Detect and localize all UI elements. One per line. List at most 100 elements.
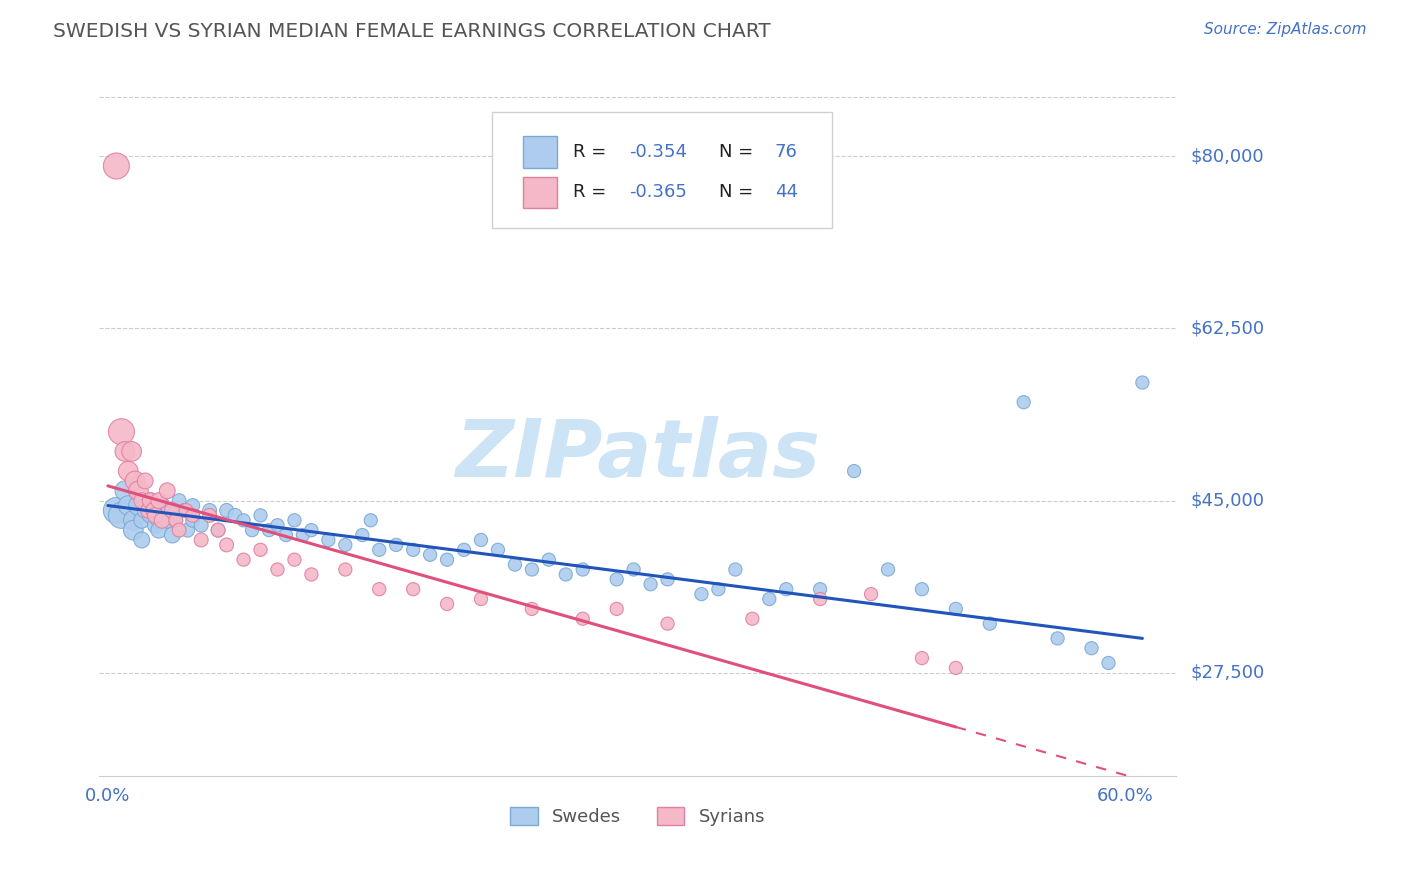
Point [139, 493, 162, 508]
Point [707, 582, 730, 597]
Point [124, 474, 146, 488]
Point [299, 567, 322, 582]
Point [554, 567, 576, 582]
Text: -0.354: -0.354 [630, 143, 688, 161]
Point [368, 582, 391, 597]
Point [291, 528, 314, 542]
Point [436, 552, 458, 566]
Point [266, 518, 288, 533]
Point [165, 513, 187, 527]
Point [640, 577, 662, 591]
Point [162, 503, 184, 517]
Point [215, 538, 238, 552]
Text: $45,000: $45,000 [1191, 491, 1264, 509]
Text: $62,500: $62,500 [1191, 319, 1264, 337]
Point [232, 552, 254, 566]
Text: SWEDISH VS SYRIAN MEDIAN FEMALE EARNINGS CORRELATION CHART: SWEDISH VS SYRIAN MEDIAN FEMALE EARNINGS… [53, 22, 770, 41]
Point [911, 582, 934, 597]
Point [249, 508, 271, 523]
Point [402, 542, 425, 557]
Point [486, 542, 509, 557]
Point [190, 533, 212, 547]
Point [114, 483, 136, 498]
Point [139, 493, 162, 508]
Point [1046, 632, 1069, 646]
Point [165, 503, 187, 517]
Point [105, 159, 128, 173]
Point [181, 513, 204, 527]
Point [657, 616, 679, 631]
Point [520, 602, 543, 616]
Point [145, 508, 167, 523]
Point [117, 464, 139, 478]
Point [232, 513, 254, 527]
Point [979, 616, 1001, 631]
Point [148, 493, 170, 508]
Point [606, 602, 628, 616]
Point [741, 612, 763, 626]
Point [190, 518, 212, 533]
Text: 76: 76 [775, 143, 797, 161]
Point [758, 592, 780, 607]
Text: $80,000: $80,000 [1191, 147, 1264, 165]
Point [453, 542, 475, 557]
Point [945, 602, 967, 616]
Point [207, 523, 229, 537]
Point [1080, 641, 1102, 656]
FancyBboxPatch shape [492, 112, 832, 227]
Point [299, 523, 322, 537]
Point [352, 528, 374, 542]
Point [134, 503, 156, 517]
Point [402, 582, 425, 597]
Point [127, 483, 149, 498]
Point [127, 499, 149, 513]
Point [150, 499, 173, 513]
Point [360, 513, 382, 527]
Point [283, 513, 305, 527]
Text: $27,500: $27,500 [1191, 664, 1264, 681]
Point [167, 523, 190, 537]
Point [121, 444, 143, 458]
Text: 44: 44 [775, 184, 797, 202]
Point [131, 513, 153, 527]
Point [156, 483, 179, 498]
Point [274, 528, 297, 542]
Point [148, 523, 170, 537]
Point [911, 651, 934, 665]
Point [145, 518, 167, 533]
Point [114, 444, 136, 458]
Text: R =: R = [574, 184, 612, 202]
Point [224, 508, 246, 523]
Point [537, 552, 560, 566]
Point [176, 523, 198, 537]
Point [571, 612, 593, 626]
Point [142, 503, 165, 517]
Text: N =: N = [718, 184, 759, 202]
Bar [523, 136, 557, 168]
Point [657, 572, 679, 586]
Point [1132, 376, 1154, 390]
Point [150, 513, 173, 527]
Point [162, 528, 184, 542]
Point [173, 503, 195, 517]
Point [690, 587, 713, 601]
Point [105, 503, 128, 517]
Point [419, 548, 441, 562]
Point [266, 562, 288, 576]
Point [470, 592, 492, 607]
Point [860, 587, 883, 601]
Point [1097, 656, 1119, 670]
Point [470, 533, 492, 547]
Point [257, 523, 280, 537]
Point [110, 508, 132, 523]
Point [623, 562, 645, 576]
Point [520, 562, 543, 576]
Point [385, 538, 408, 552]
Point [842, 464, 865, 478]
Point [808, 582, 831, 597]
Point [775, 582, 797, 597]
Text: -0.365: -0.365 [630, 184, 688, 202]
Point [139, 508, 162, 523]
Point [503, 558, 526, 572]
Point [240, 523, 263, 537]
